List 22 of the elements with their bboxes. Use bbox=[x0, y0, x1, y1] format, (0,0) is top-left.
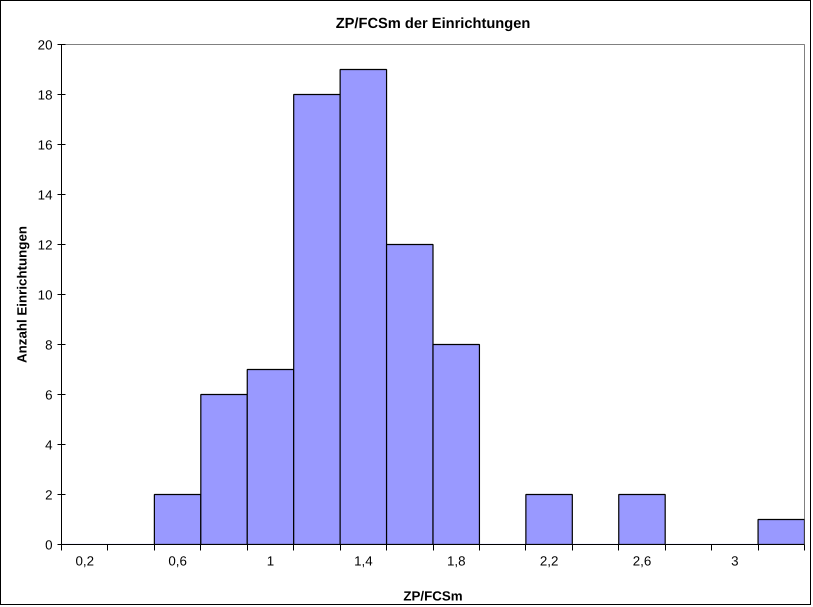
x-axis-title: ZP/FCSm bbox=[403, 588, 463, 604]
y-tick-label: 20 bbox=[38, 38, 53, 52]
y-tick-label: 8 bbox=[45, 338, 53, 352]
y-tick-label: 6 bbox=[45, 388, 53, 402]
y-tick-label: 0 bbox=[45, 538, 53, 552]
y-axis-title: Anzahl Einrichtungen bbox=[14, 226, 30, 363]
x-tick-label: 2,6 bbox=[632, 554, 652, 568]
x-tick-label: 3 bbox=[731, 554, 739, 568]
y-tick-label: 18 bbox=[38, 88, 53, 102]
y-tick-label: 12 bbox=[38, 238, 53, 252]
x-tick-label: 0,6 bbox=[168, 554, 187, 568]
y-tick-label: 4 bbox=[45, 438, 54, 452]
x-tick-label: 0,2 bbox=[75, 554, 94, 568]
x-tick-label: 1 bbox=[266, 554, 274, 568]
chart-title: ZP/FCSm der Einrichtungen bbox=[336, 16, 530, 32]
x-tick-label: 2,2 bbox=[540, 554, 558, 568]
y-tick-label: 16 bbox=[38, 138, 53, 152]
y-tick-label: 2 bbox=[45, 488, 53, 502]
y-tick-label: 14 bbox=[38, 188, 54, 202]
x-tick-label: 1,8 bbox=[446, 554, 466, 568]
x-tick-label: 1,4 bbox=[354, 554, 374, 568]
y-tick-label: 10 bbox=[38, 288, 53, 302]
